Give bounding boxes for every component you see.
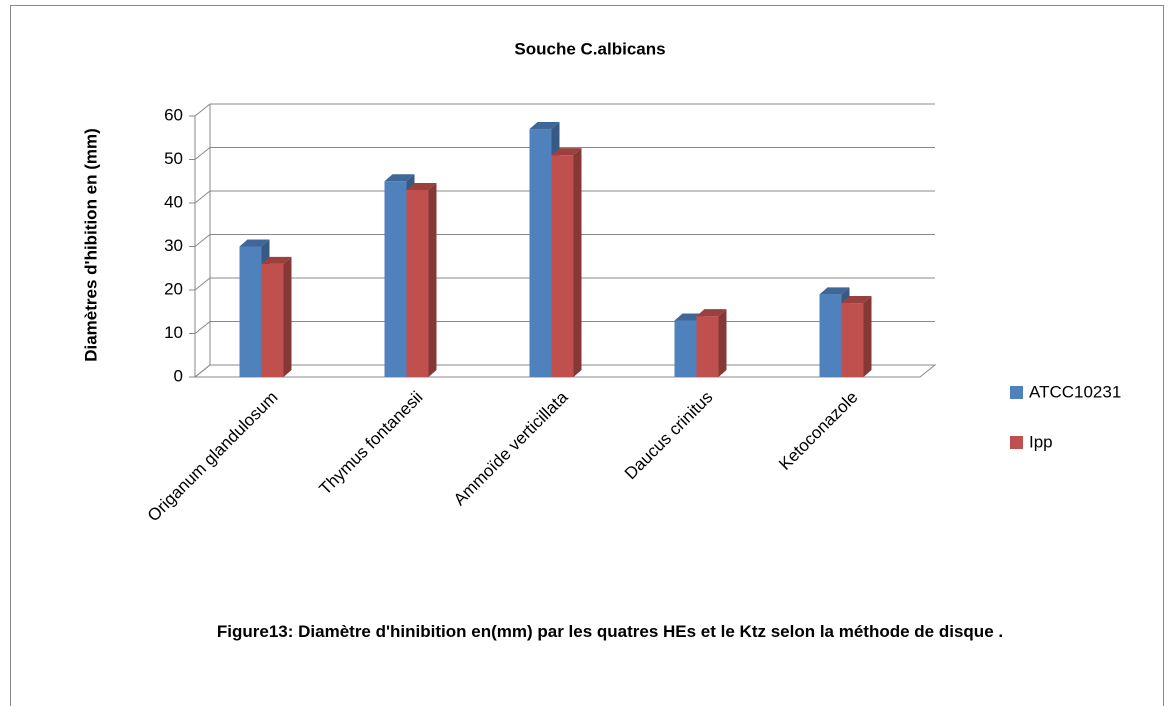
bar-face <box>696 309 727 317</box>
grid-line <box>194 234 935 247</box>
bar-face <box>718 309 727 377</box>
grid-line <box>194 147 935 160</box>
bar-face <box>819 287 850 295</box>
bar-face <box>239 246 262 377</box>
y-tick-label: 30 <box>164 236 183 255</box>
bar-face <box>261 256 292 264</box>
bar-face <box>283 256 292 377</box>
y-tick-label: 50 <box>164 149 183 168</box>
bar-face <box>261 263 284 377</box>
bar-face <box>529 129 552 377</box>
y-tick-label: 20 <box>164 279 183 298</box>
bar-face <box>573 148 582 377</box>
x-tick-label: Ketoconazole <box>775 388 861 474</box>
frame <box>10 5 1164 706</box>
bar-face <box>428 182 437 377</box>
y-tick-label: 40 <box>164 192 183 211</box>
caption: Figure13: Diamètre d'hinibition en(mm) p… <box>216 622 1004 641</box>
grid-line <box>194 190 935 204</box>
bar <box>261 256 292 377</box>
bar-face <box>384 181 407 377</box>
bar-face <box>841 303 864 377</box>
grid-line <box>194 103 935 117</box>
bar-face <box>406 189 429 377</box>
legend-label: ATCC10231 <box>1029 382 1121 401</box>
grid-line <box>194 277 935 291</box>
bar-face <box>529 122 560 130</box>
y-axis-label: Diamètres d'hibition en (mm) <box>81 128 100 362</box>
legend-swatch <box>1010 386 1023 399</box>
bar-face <box>696 316 719 377</box>
x-tick-label: Daucus crinitus <box>621 388 717 484</box>
bar-face <box>819 294 842 377</box>
bar-face <box>551 155 574 377</box>
chart-title: Souche C.albicans <box>514 39 665 58</box>
bar-face <box>863 296 872 377</box>
legend-label: Ipp <box>1029 432 1053 451</box>
bar-face <box>841 296 872 304</box>
y-tick-label: 60 <box>164 105 183 124</box>
x-tick-label: Ammoïde verticillata <box>450 387 572 509</box>
legend-swatch <box>1010 436 1023 449</box>
y-tick-label: 0 <box>174 366 183 385</box>
x-tick-label: Thymus fontanesii <box>316 388 427 499</box>
bar <box>551 148 582 377</box>
bar-face <box>551 148 582 156</box>
bar <box>696 309 727 377</box>
bar-face <box>406 182 437 190</box>
bar <box>841 296 872 377</box>
bar-face <box>384 174 415 182</box>
bar-face <box>239 239 270 247</box>
y-tick-label: 10 <box>164 323 183 342</box>
x-tick-label: Origanum glandulosum <box>144 388 282 526</box>
bar-face <box>674 320 697 377</box>
bar <box>406 182 437 377</box>
